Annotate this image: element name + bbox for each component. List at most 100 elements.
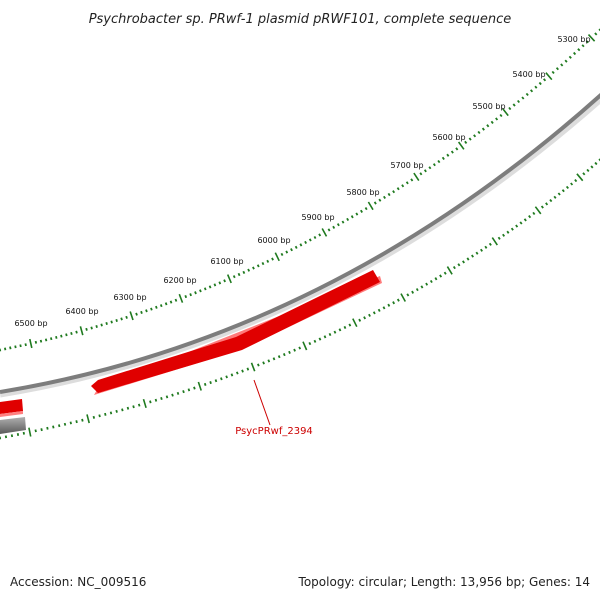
minor-tick — [432, 163, 436, 167]
minor-tick — [364, 207, 368, 211]
sequence-info-text: Topology: circular; Length: 13,956 bp; G… — [298, 575, 590, 589]
minor-tick — [437, 159, 441, 164]
minor-tick — [382, 306, 386, 310]
minor-tick — [598, 28, 600, 32]
minor-tick — [272, 357, 276, 361]
minor-tick — [19, 344, 22, 348]
minor-tick — [110, 320, 113, 324]
major-tick — [129, 311, 134, 321]
minor-tick — [434, 277, 438, 281]
minor-tick — [81, 418, 84, 422]
minor-tick — [293, 348, 296, 352]
minor-tick — [540, 205, 544, 209]
minor-tick — [516, 99, 521, 104]
minor-tick — [121, 408, 124, 412]
minor-tick — [338, 328, 342, 332]
minor-tick — [490, 120, 494, 124]
minor-tick — [598, 158, 600, 162]
scale-label: 6000 bp — [257, 236, 290, 245]
minor-tick — [58, 424, 61, 428]
minor-tick — [488, 242, 492, 246]
minor-tick — [213, 283, 217, 287]
minor-tick — [594, 161, 598, 166]
minor-tick — [406, 293, 410, 297]
minor-tick — [208, 285, 212, 289]
gene-arrow — [91, 270, 380, 393]
minor-tick — [95, 325, 98, 329]
minor-tick — [34, 340, 38, 344]
minor-tick — [16, 433, 20, 436]
minor-tick — [477, 130, 481, 135]
minor-tick — [446, 153, 450, 157]
minor-tick — [24, 343, 27, 347]
minor-tick — [392, 190, 396, 194]
minor-tick — [50, 337, 53, 341]
minor-tick — [237, 272, 241, 277]
minor-tick — [573, 51, 577, 56]
minor-tick — [4, 435, 8, 439]
minor-tick — [70, 332, 73, 336]
accession-text: Accession: NC_009516 — [10, 575, 146, 589]
minor-tick — [495, 117, 499, 121]
minor-tick — [497, 236, 501, 240]
minor-tick — [455, 147, 459, 151]
minor-tick — [126, 406, 130, 410]
left-gene-fragment-shadow — [0, 411, 23, 417]
minor-tick — [318, 233, 322, 237]
left-gene-fragment — [0, 399, 23, 414]
minor-tick — [570, 182, 574, 186]
minor-tick — [184, 294, 188, 299]
major-tick — [197, 381, 202, 391]
minor-tick — [120, 317, 123, 321]
minor-tick — [246, 367, 250, 371]
minor-tick — [372, 311, 376, 315]
minor-tick — [280, 252, 284, 257]
minor-tick — [423, 169, 427, 173]
minor-tick — [85, 327, 88, 331]
minor-tick — [530, 89, 534, 93]
minor-tick — [508, 106, 512, 111]
minor-tick — [169, 300, 173, 304]
minor-tick — [392, 301, 395, 305]
minor-tick — [368, 313, 371, 317]
minor-tick — [182, 390, 185, 394]
major-tick — [250, 362, 256, 372]
minor-tick — [318, 337, 322, 341]
minor-tick — [429, 279, 433, 284]
minor-tick — [538, 81, 542, 86]
minor-tick — [577, 48, 581, 52]
minor-tick — [466, 257, 470, 261]
major-tick — [545, 72, 553, 81]
minor-tick — [401, 184, 405, 188]
minor-tick — [90, 326, 93, 330]
minor-tick — [581, 44, 585, 48]
minor-tick — [52, 425, 55, 429]
minor-tick — [468, 137, 472, 141]
minor-tick — [499, 113, 503, 118]
minor-tick — [565, 185, 569, 189]
minor-tick — [528, 215, 532, 219]
minor-tick — [39, 339, 43, 343]
minor-tick — [313, 339, 317, 343]
minor-tick — [262, 361, 265, 365]
minor-tick — [313, 235, 317, 240]
minor-tick — [282, 353, 286, 357]
minor-tick — [132, 405, 135, 409]
minor-tick — [396, 298, 400, 302]
minor-tick — [585, 40, 589, 44]
minor-tick — [115, 409, 118, 413]
minor-tick — [298, 346, 302, 350]
minor-tick — [383, 195, 386, 199]
minor-tick — [261, 262, 265, 266]
minor-tick — [267, 359, 271, 363]
major-tick — [28, 427, 32, 437]
minor-tick — [525, 92, 529, 96]
minor-tick — [452, 266, 456, 270]
minor-tick — [506, 230, 510, 234]
scale-label: 5400 bp — [512, 70, 545, 79]
minor-tick — [165, 395, 169, 399]
minor-tick — [252, 266, 255, 270]
minor-tick — [115, 319, 118, 322]
minor-tick — [277, 355, 281, 359]
minor-tick — [193, 386, 196, 390]
